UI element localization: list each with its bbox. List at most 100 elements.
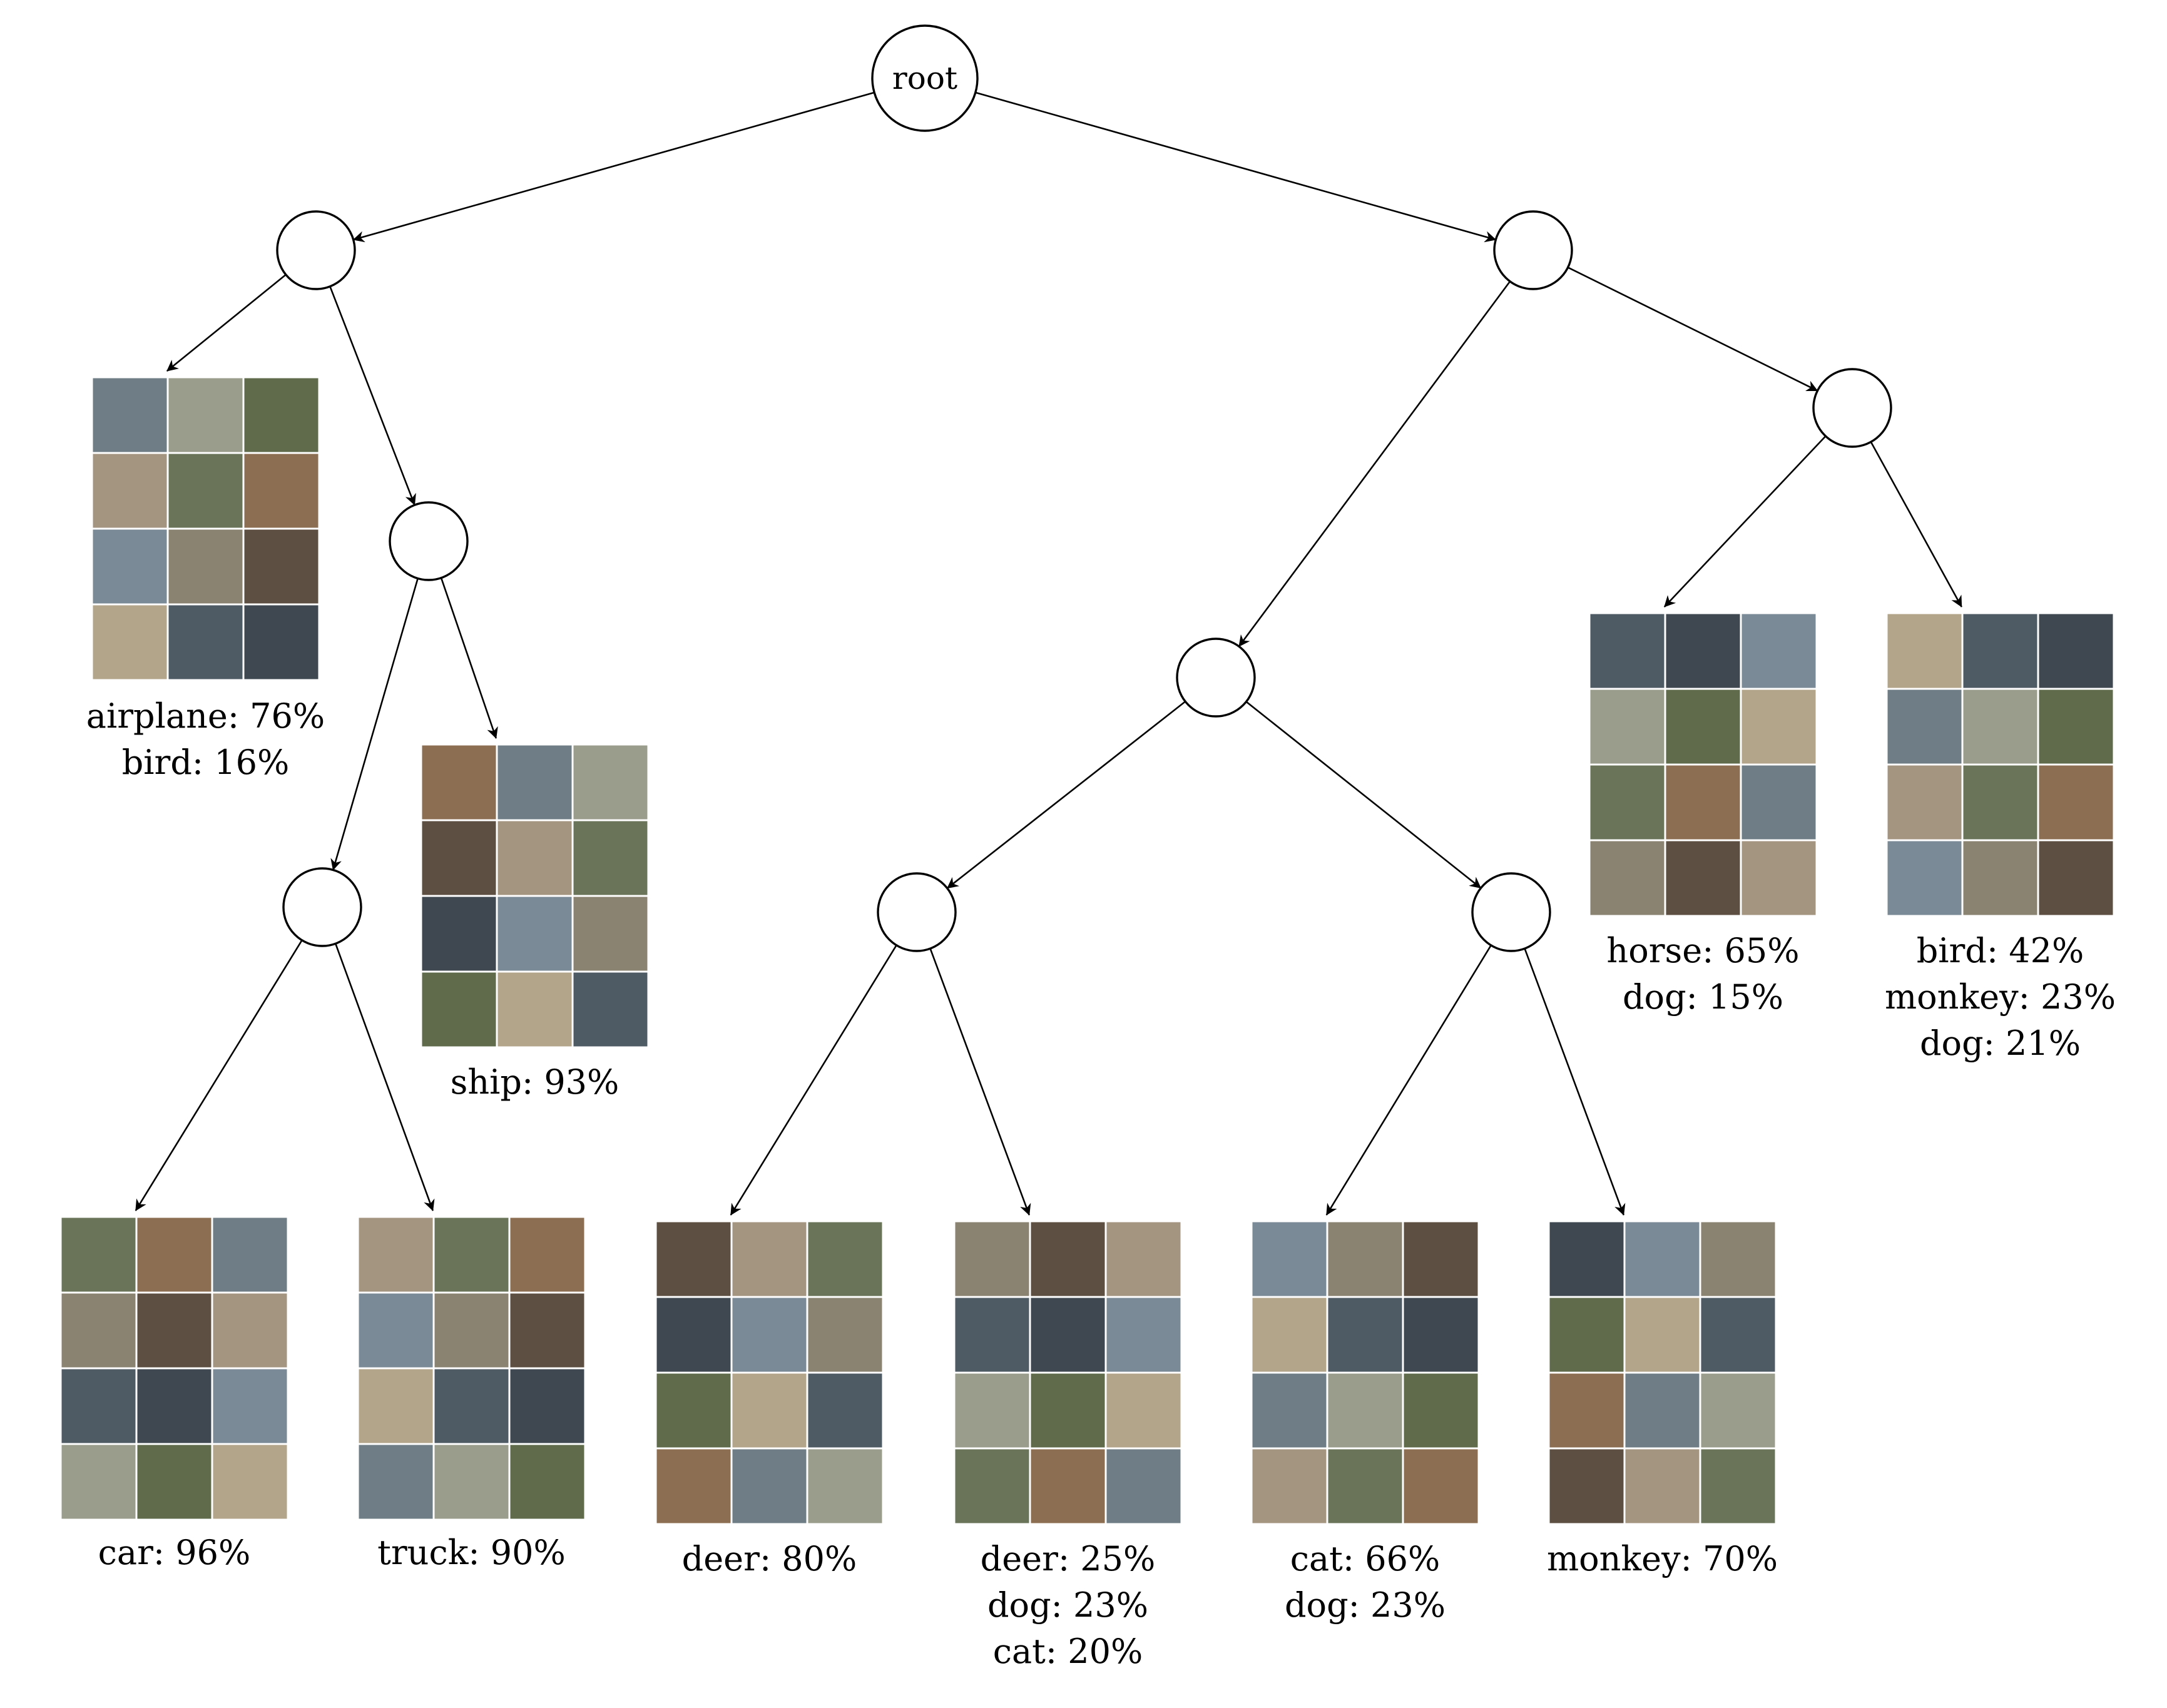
image-thumbnail (135, 1291, 213, 1370)
image-thumbnail (59, 1216, 138, 1294)
leaf-class-label: dog: 21% (1920, 1024, 2081, 1063)
image-thumbnail (357, 1216, 435, 1294)
internal-node-LRL (282, 867, 362, 947)
leaf-class-label: horse: 65% (1606, 931, 1799, 970)
image-thumbnail (953, 1296, 1031, 1374)
root-node-label: root (892, 60, 957, 96)
image-thumbnail (211, 1443, 289, 1521)
image-thumbnail (953, 1371, 1031, 1450)
image-thumbnail (2037, 688, 2115, 766)
leaf-class-label: dog: 23% (987, 1585, 1148, 1625)
image-thumbnail (1029, 1296, 1107, 1374)
image-thumbnail (571, 895, 650, 973)
edge-R-to-RL (1238, 281, 1511, 647)
image-thumbnail (420, 970, 498, 1049)
image-thumbnail (1104, 1371, 1183, 1450)
image-thumbnail (357, 1367, 435, 1445)
leaf-class-label: truck: 90% (377, 1533, 566, 1572)
image-thumbnail (1250, 1447, 1328, 1525)
edge-root-to-R (975, 91, 1497, 243)
tree-edges (135, 91, 1962, 1216)
internal-node-LR (389, 501, 469, 581)
leaf-bird-monkey-dog: bird: 42% monkey: 23% dog: 21% (1885, 612, 2116, 1063)
image-thumbnail (166, 603, 245, 681)
image-thumbnail (59, 1443, 138, 1521)
leaf-class-label: monkey: 23% (1885, 977, 2116, 1017)
image-thumbnail (59, 1291, 138, 1370)
image-thumbnail (571, 819, 650, 897)
image-thumbnail (1885, 612, 1964, 690)
image-thumbnail (1623, 1447, 1701, 1525)
image-thumbnail (730, 1220, 808, 1298)
image-thumbnail (1104, 1447, 1183, 1525)
image-thumbnail (1588, 763, 1666, 841)
leaf-ship: ship: 93% (420, 743, 650, 1102)
image-thumbnail (508, 1291, 586, 1370)
leaf-class-label: dog: 15% (1623, 977, 1783, 1017)
image-thumbnail (357, 1291, 435, 1370)
image-thumbnail (1547, 1447, 1626, 1525)
image-thumbnail (1664, 688, 1742, 766)
image-thumbnail (166, 527, 245, 606)
leaf-airplane-bird: airplane: 76% bird: 16% (86, 376, 325, 782)
image-thumbnail (242, 376, 320, 454)
internal-node-R (1493, 210, 1573, 290)
edge-RL-to-RLL (946, 701, 1186, 889)
root-node (871, 24, 979, 132)
edge-RLR-to-leaf-monkey (1524, 948, 1626, 1216)
leaf-class-label: deer: 80% (682, 1539, 857, 1578)
leaf-class-label: bird: 16% (122, 743, 290, 782)
image-thumbnail (211, 1291, 289, 1370)
image-thumbnail (1961, 612, 2039, 690)
image-thumbnail (806, 1296, 884, 1374)
image-thumbnail (1961, 763, 2039, 841)
image-thumbnail (1699, 1371, 1777, 1450)
leaf-cat-dog: cat: 66% dog: 23% (1250, 1220, 1480, 1625)
image-thumbnail (1250, 1371, 1328, 1450)
image-thumbnail (806, 1447, 884, 1525)
image-thumbnail (91, 452, 169, 530)
image-thumbnail (1029, 1220, 1107, 1298)
leaf-class-label: cat: 66% (1290, 1539, 1440, 1578)
image-thumbnail (655, 1371, 733, 1450)
image-thumbnail (420, 819, 498, 897)
image-thumbnail (1885, 688, 1964, 766)
image-thumbnail (1104, 1296, 1183, 1374)
image-thumbnail (1623, 1220, 1701, 1298)
image-thumbnail (1885, 839, 1964, 917)
image-thumbnail (1623, 1371, 1701, 1450)
image-thumbnail (1740, 763, 1818, 841)
leaf-class-label: deer: 25% (981, 1539, 1156, 1578)
image-thumbnail (59, 1367, 138, 1445)
leaf-deer: deer: 80% (655, 1220, 884, 1578)
image-thumbnail (1326, 1296, 1404, 1374)
image-thumbnail (1961, 688, 2039, 766)
internal-node-RLL (877, 872, 957, 952)
leaf-class-label: dog: 23% (1285, 1585, 1446, 1625)
image-thumbnail (953, 1220, 1031, 1298)
image-thumbnail (1588, 688, 1666, 766)
image-thumbnail (2037, 612, 2115, 690)
leaf-class-label: airplane: 76% (86, 696, 325, 736)
image-thumbnail (1588, 612, 1666, 690)
edge-L-to-LR (329, 286, 416, 506)
edge-RLR-to-leaf-cat-dog (1325, 945, 1492, 1216)
image-thumbnail (432, 1367, 511, 1445)
image-thumbnail (571, 970, 650, 1049)
image-thumbnail (1623, 1296, 1701, 1374)
image-thumbnail (135, 1367, 213, 1445)
internal-node-L (276, 210, 356, 290)
image-thumbnail (1664, 763, 1742, 841)
image-thumbnail (1326, 1220, 1404, 1298)
image-thumbnail (806, 1220, 884, 1298)
image-thumbnail (1699, 1220, 1777, 1298)
image-thumbnail (1402, 1296, 1480, 1374)
leaf-class-label: monkey: 70% (1547, 1539, 1778, 1578)
image-thumbnail (1402, 1371, 1480, 1450)
image-thumbnail (91, 527, 169, 606)
image-thumbnail (420, 743, 498, 821)
image-thumbnail (1547, 1220, 1626, 1298)
edge-LR-to-leaf-ship (440, 577, 498, 739)
image-thumbnail (1740, 688, 1818, 766)
image-thumbnail (1402, 1220, 1480, 1298)
